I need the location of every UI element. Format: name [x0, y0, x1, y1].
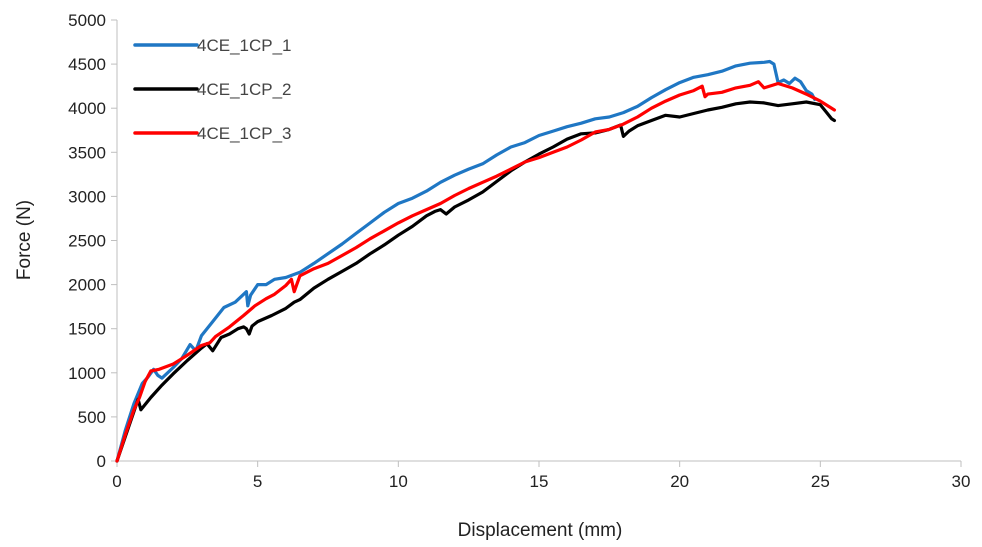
x-tick-label: 10: [389, 472, 408, 491]
legend-label-1: 4CE_1CP_1: [197, 36, 292, 55]
series-line-2: [115, 100, 837, 463]
series-line-3: [115, 80, 837, 463]
y-tick-label: 500: [78, 408, 106, 427]
y-tick-label: 2500: [68, 232, 106, 251]
legend-label-2: 4CE_1CP_2: [197, 80, 292, 99]
y-axis-title: Force (N): [14, 200, 35, 280]
y-tick-label: 5000: [68, 11, 106, 30]
y-tick-label: 3000: [68, 187, 106, 206]
x-tick-label: 25: [811, 472, 830, 491]
x-tick-label: 30: [952, 472, 971, 491]
x-tick-label: 20: [670, 472, 689, 491]
y-tick-label: 2000: [68, 276, 106, 295]
x-tick-label: 0: [112, 472, 121, 491]
series-line-1: [115, 59, 817, 463]
axes-layer: 0 500 1000 1500 2000 2500 3000 3500 4000 4500 5000…: [68, 11, 970, 491]
y-tick-label: 1000: [68, 364, 106, 383]
legend: 4CE_1CP_1 4CE_1CP_2 4CE_1CP_3: [133, 36, 292, 143]
y-tick-label: 0: [97, 452, 106, 471]
y-tick-label: 4000: [68, 99, 106, 118]
x-tick-label: 5: [253, 472, 262, 491]
x-tick-label: 15: [530, 472, 549, 491]
legend-label-3: 4CE_1CP_3: [197, 124, 292, 143]
series-layer: [115, 59, 837, 463]
y-tick-label: 1500: [68, 320, 106, 339]
y-tick-label: 4500: [68, 55, 106, 74]
x-axis-title: Displacement (mm): [458, 520, 623, 541]
y-tick-label: 3500: [68, 143, 106, 162]
